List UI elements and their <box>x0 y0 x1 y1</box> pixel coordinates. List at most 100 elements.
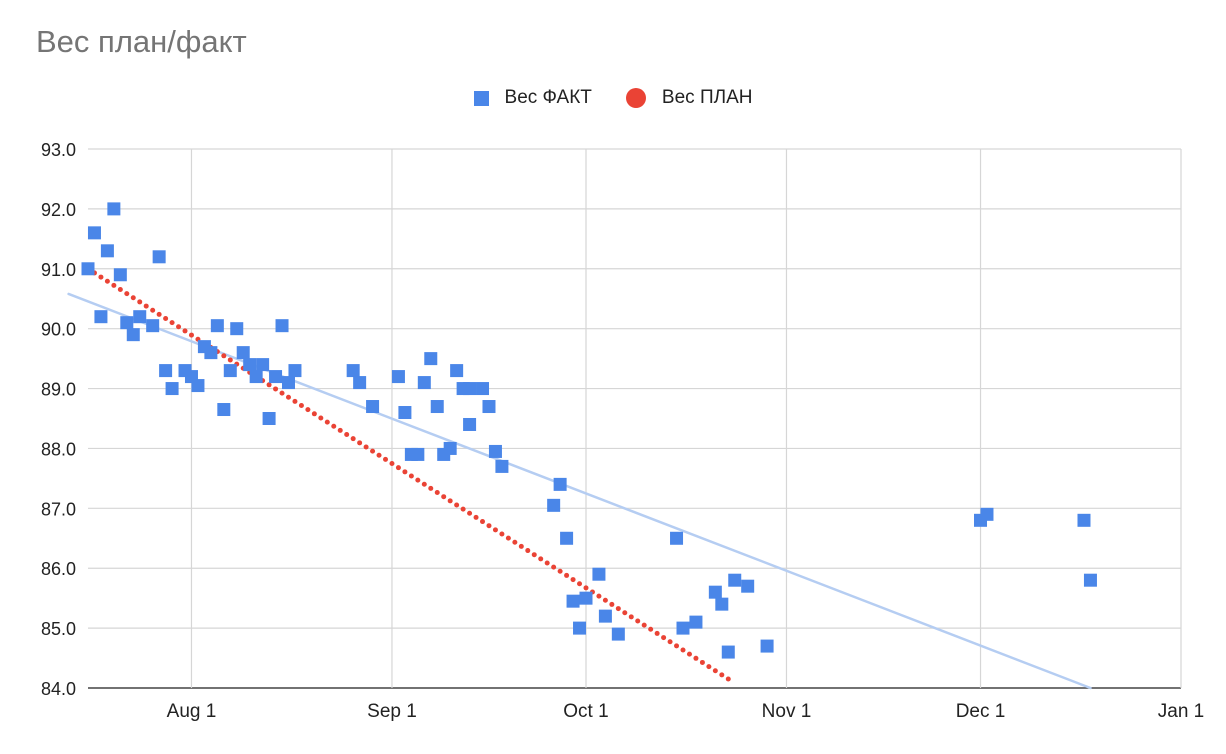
plan-point <box>311 411 317 417</box>
fact-point <box>741 579 755 593</box>
plan-point <box>350 436 356 442</box>
plan-point <box>719 672 725 678</box>
fact-point <box>230 322 244 336</box>
plan-point <box>518 543 524 549</box>
legend-item-fact[interactable]: Вес ФАКТ <box>473 87 592 109</box>
y-tick-label: 91.0 <box>41 260 76 280</box>
trendline <box>67 292 1092 690</box>
plan-point <box>686 651 692 657</box>
plan-point <box>324 419 330 425</box>
plan-point <box>602 597 608 603</box>
fact-point <box>689 615 703 629</box>
fact-point <box>346 364 360 378</box>
plan-point <box>583 585 589 591</box>
plan-point <box>434 490 440 496</box>
plan-point <box>486 523 492 529</box>
fact-point <box>120 316 134 330</box>
plan-point <box>706 664 712 670</box>
fact-point <box>353 376 367 390</box>
legend-item-plan[interactable]: Вес ПЛАН <box>625 87 752 109</box>
plan-point <box>130 295 136 301</box>
plan-point <box>525 548 531 554</box>
plan-point <box>725 676 731 682</box>
fact-point <box>728 573 742 587</box>
plan-point <box>441 494 447 500</box>
y-tick-label: 93.0 <box>41 140 76 160</box>
fact-point <box>217 403 231 417</box>
fact-point <box>113 268 127 282</box>
plan-point <box>156 311 162 317</box>
fact-point <box>275 319 289 333</box>
fact-point <box>204 346 218 360</box>
plan-point <box>298 403 304 409</box>
plan-point <box>628 614 634 620</box>
trendline-line <box>67 292 1092 690</box>
plan-point <box>421 481 427 487</box>
y-tick-label: 90.0 <box>41 320 76 340</box>
plan-point <box>357 440 363 446</box>
fact-point <box>676 621 690 635</box>
fact-point <box>391 370 405 384</box>
fact-point <box>760 639 774 653</box>
legend[interactable]: Вес ФАКТ Вес ПЛАН <box>0 87 1226 109</box>
y-tick-label: 87.0 <box>41 499 76 519</box>
plan-point <box>98 274 104 280</box>
fact-point <box>560 531 574 545</box>
plan-point <box>460 506 466 512</box>
plan-point <box>363 444 369 450</box>
plan-point <box>667 639 673 645</box>
fact-point <box>430 400 444 414</box>
plan-point <box>331 423 337 429</box>
y-tick-label: 89.0 <box>41 380 76 400</box>
gridlines <box>88 148 1182 689</box>
y-tick-label: 84.0 <box>41 679 76 699</box>
plan-point <box>492 527 498 533</box>
plan-point <box>615 606 621 612</box>
plan-point <box>635 618 641 624</box>
plan-point <box>395 465 401 471</box>
plan-point <box>176 324 182 330</box>
fact-point <box>1077 513 1091 527</box>
plan-point <box>712 668 718 674</box>
plan-point <box>531 552 537 558</box>
plan-point <box>447 498 453 504</box>
plan-point <box>570 577 576 583</box>
plan-point <box>279 390 285 396</box>
fact-point <box>191 379 205 393</box>
fact-point <box>411 447 425 461</box>
plan-point <box>285 394 291 400</box>
fact-point <box>249 370 263 384</box>
fact-point <box>670 531 684 545</box>
x-axis-tick-labels: Aug 1 Sep 1 Oct 1 Nov 1 Dec 1 Jan 1 <box>167 701 1205 722</box>
fact-point <box>611 627 625 641</box>
fact-point <box>482 400 496 414</box>
plan-point <box>622 610 628 616</box>
plan-point <box>150 307 156 313</box>
plan-point <box>143 303 149 309</box>
plan-point <box>693 655 699 661</box>
fact-point <box>256 358 270 372</box>
plan-point <box>680 647 686 653</box>
fact-point <box>450 364 464 378</box>
plan-point <box>654 630 660 636</box>
fact-point <box>566 594 580 608</box>
plan-point <box>169 320 175 326</box>
plan-point <box>467 510 473 516</box>
fact-point <box>146 319 160 333</box>
fact-point <box>288 364 302 378</box>
fact-point <box>463 382 477 396</box>
plan-point <box>137 299 143 305</box>
fact-point <box>366 400 380 414</box>
fact-point <box>100 244 114 258</box>
square-marker-icon <box>473 90 489 106</box>
plan-point <box>454 502 460 508</box>
fact-point <box>159 364 173 378</box>
fact-point <box>463 417 477 431</box>
plan-point <box>499 531 505 537</box>
x-tick-label: Aug 1 <box>167 701 217 722</box>
x-tick-label: Sep 1 <box>367 701 417 722</box>
plan-point <box>337 427 343 433</box>
plan-point <box>544 560 550 566</box>
plan-point <box>661 635 667 641</box>
fact-point <box>573 621 587 635</box>
